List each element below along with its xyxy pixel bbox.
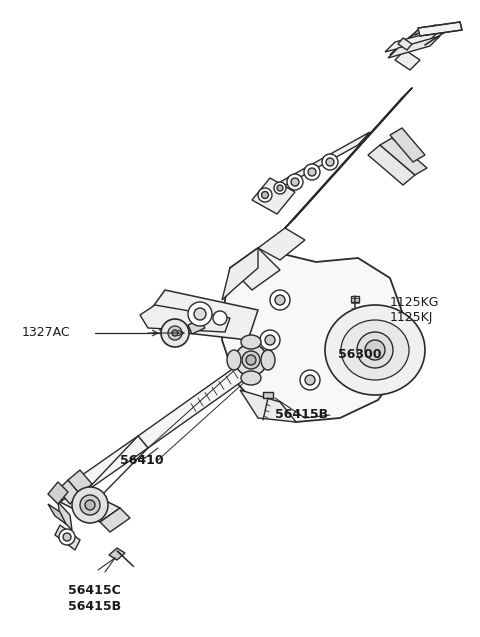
Polygon shape [398,38,412,50]
Polygon shape [138,358,258,448]
Circle shape [72,487,108,523]
Circle shape [287,174,303,190]
Polygon shape [368,145,415,185]
Polygon shape [68,470,92,494]
Circle shape [304,164,320,180]
Circle shape [246,355,256,365]
Polygon shape [418,22,462,36]
Polygon shape [390,30,418,55]
Circle shape [277,185,283,191]
Circle shape [300,370,320,390]
Text: 56415C: 56415C [68,583,121,596]
Circle shape [80,495,100,515]
Circle shape [260,330,280,350]
Polygon shape [388,36,440,58]
Polygon shape [268,132,370,195]
Circle shape [305,375,315,385]
Polygon shape [285,88,412,228]
Circle shape [258,188,272,202]
Circle shape [291,178,299,186]
Text: 56415B: 56415B [275,408,328,422]
Ellipse shape [341,320,409,380]
Text: 56410: 56410 [120,454,164,466]
Polygon shape [60,488,120,522]
Polygon shape [58,480,80,504]
Circle shape [213,311,227,325]
Circle shape [326,158,334,166]
Text: 56415B: 56415B [68,599,121,613]
Polygon shape [109,548,125,560]
Polygon shape [408,30,430,48]
Polygon shape [140,305,230,332]
Polygon shape [230,248,280,290]
Circle shape [235,344,267,376]
Text: 1327AC: 1327AC [22,327,71,340]
Polygon shape [222,248,405,422]
Polygon shape [252,178,295,214]
Polygon shape [258,228,305,260]
Circle shape [308,168,316,176]
Circle shape [59,529,75,545]
Circle shape [274,182,286,194]
Polygon shape [390,128,425,162]
Circle shape [194,308,206,320]
Ellipse shape [241,371,261,385]
Polygon shape [100,508,130,532]
Text: 1125KG: 1125KG [390,296,440,308]
Ellipse shape [241,335,261,349]
Circle shape [168,326,182,340]
Polygon shape [395,50,420,70]
Circle shape [172,330,178,336]
Circle shape [322,154,338,170]
Circle shape [365,340,385,360]
Circle shape [357,332,393,368]
Circle shape [275,295,285,305]
Polygon shape [351,296,359,302]
Polygon shape [263,392,273,398]
Circle shape [161,319,189,347]
Polygon shape [75,436,148,492]
Polygon shape [48,482,68,504]
Polygon shape [380,138,427,175]
Polygon shape [188,320,205,334]
Ellipse shape [227,350,241,370]
Polygon shape [48,504,66,524]
Polygon shape [240,390,296,422]
Text: 1125KJ: 1125KJ [390,311,433,324]
Circle shape [265,335,275,345]
Circle shape [85,500,95,510]
Ellipse shape [325,305,425,395]
Circle shape [63,533,71,541]
Polygon shape [58,502,72,530]
Polygon shape [222,248,258,300]
Polygon shape [55,525,80,550]
Circle shape [242,351,260,369]
Polygon shape [230,342,270,378]
Text: 56300: 56300 [338,348,382,362]
Polygon shape [385,30,440,52]
Circle shape [262,192,268,199]
Circle shape [188,302,212,326]
Polygon shape [152,290,258,340]
Circle shape [270,290,290,310]
Ellipse shape [261,350,275,370]
